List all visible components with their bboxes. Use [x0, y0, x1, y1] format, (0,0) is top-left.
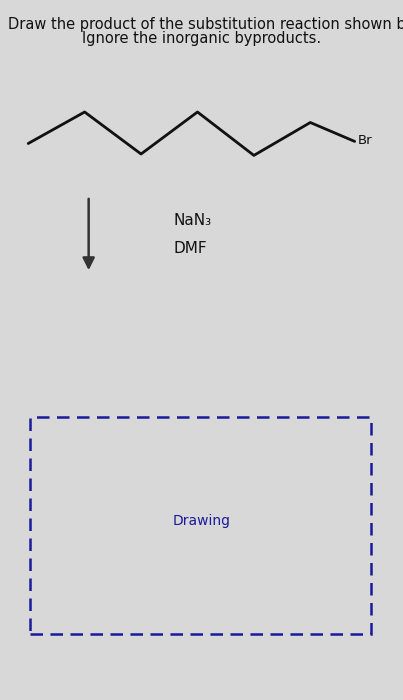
Text: Ignore the inorganic byproducts.: Ignore the inorganic byproducts. [82, 31, 321, 46]
Bar [30, 416, 371, 634]
Text: DMF: DMF [173, 241, 207, 256]
Text: NaN₃: NaN₃ [173, 213, 212, 228]
Text: Draw the product of the substitution reaction shown below.: Draw the product of the substitution rea… [8, 17, 403, 32]
Text: Drawing: Drawing [172, 514, 231, 528]
Text: Br: Br [357, 134, 372, 146]
